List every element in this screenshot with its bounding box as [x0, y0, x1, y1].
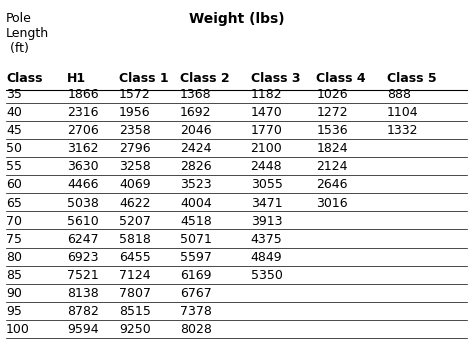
Text: 5597: 5597: [180, 251, 212, 264]
Text: 80: 80: [6, 251, 22, 264]
Text: 1026: 1026: [316, 88, 348, 101]
Text: 5350: 5350: [251, 269, 282, 282]
Text: 3162: 3162: [67, 142, 99, 155]
Text: 2826: 2826: [180, 160, 212, 173]
Text: Weight (lbs): Weight (lbs): [189, 12, 284, 26]
Text: 3471: 3471: [251, 197, 282, 210]
Text: 1572: 1572: [119, 88, 151, 101]
Text: 888: 888: [387, 88, 411, 101]
Text: 2100: 2100: [251, 142, 282, 155]
Text: Class: Class: [6, 72, 43, 85]
Text: 1470: 1470: [251, 106, 282, 119]
Text: 65: 65: [6, 197, 22, 210]
Text: 6923: 6923: [67, 251, 99, 264]
Text: 9594: 9594: [67, 323, 99, 336]
Text: 8028: 8028: [180, 323, 212, 336]
Text: 5038: 5038: [67, 197, 99, 210]
Text: 75: 75: [6, 233, 22, 246]
Text: 8515: 8515: [119, 305, 151, 318]
Text: 1104: 1104: [387, 106, 419, 119]
Text: 5610: 5610: [67, 215, 99, 228]
Text: 4849: 4849: [251, 251, 282, 264]
Text: 1332: 1332: [387, 124, 419, 137]
Text: H1: H1: [67, 72, 87, 85]
Text: 1692: 1692: [180, 106, 211, 119]
Text: 40: 40: [6, 106, 22, 119]
Text: 95: 95: [6, 305, 22, 318]
Text: 1272: 1272: [316, 106, 348, 119]
Text: 2358: 2358: [119, 124, 151, 137]
Text: 5207: 5207: [119, 215, 151, 228]
Text: 2706: 2706: [67, 124, 99, 137]
Text: 2046: 2046: [180, 124, 212, 137]
Text: 45: 45: [6, 124, 22, 137]
Text: 8782: 8782: [67, 305, 99, 318]
Text: 4004: 4004: [180, 197, 212, 210]
Text: 3016: 3016: [316, 197, 348, 210]
Text: 2316: 2316: [67, 106, 99, 119]
Text: 55: 55: [6, 160, 22, 173]
Text: 6455: 6455: [119, 251, 151, 264]
Text: 50: 50: [6, 142, 22, 155]
Text: 8138: 8138: [67, 287, 99, 300]
Text: 60: 60: [6, 178, 22, 191]
Text: 2796: 2796: [119, 142, 150, 155]
Text: 2124: 2124: [316, 160, 348, 173]
Text: 7378: 7378: [180, 305, 212, 318]
Text: 2646: 2646: [316, 178, 348, 191]
Text: 85: 85: [6, 269, 22, 282]
Text: 4466: 4466: [67, 178, 99, 191]
Text: 5071: 5071: [180, 233, 212, 246]
Text: 4069: 4069: [119, 178, 150, 191]
Text: 35: 35: [6, 88, 22, 101]
Text: 4375: 4375: [251, 233, 282, 246]
Text: 1770: 1770: [251, 124, 282, 137]
Text: 3913: 3913: [251, 215, 282, 228]
Text: 6767: 6767: [180, 287, 212, 300]
Text: 6247: 6247: [67, 233, 99, 246]
Text: 7124: 7124: [119, 269, 150, 282]
Text: 3258: 3258: [119, 160, 151, 173]
Text: 1536: 1536: [316, 124, 348, 137]
Text: 4518: 4518: [180, 215, 212, 228]
Text: 1866: 1866: [67, 88, 99, 101]
Text: Class 3: Class 3: [251, 72, 300, 85]
Text: Class 1: Class 1: [119, 72, 168, 85]
Text: 90: 90: [6, 287, 22, 300]
Text: 9250: 9250: [119, 323, 151, 336]
Text: 100: 100: [6, 323, 30, 336]
Text: 4622: 4622: [119, 197, 150, 210]
Text: 1368: 1368: [180, 88, 212, 101]
Text: Class 2: Class 2: [180, 72, 230, 85]
Text: 1182: 1182: [251, 88, 282, 101]
Text: 70: 70: [6, 215, 22, 228]
Text: 2448: 2448: [251, 160, 282, 173]
Text: 1824: 1824: [316, 142, 348, 155]
Text: 3630: 3630: [67, 160, 99, 173]
Text: Pole
Length
 (ft): Pole Length (ft): [6, 12, 49, 55]
Text: 3523: 3523: [180, 178, 212, 191]
Text: Class 4: Class 4: [316, 72, 366, 85]
Text: 1956: 1956: [119, 106, 150, 119]
Text: 2424: 2424: [180, 142, 211, 155]
Text: 5818: 5818: [119, 233, 151, 246]
Text: 3055: 3055: [251, 178, 282, 191]
Text: 6169: 6169: [180, 269, 211, 282]
Text: Class 5: Class 5: [387, 72, 437, 85]
Text: 7807: 7807: [119, 287, 151, 300]
Text: 7521: 7521: [67, 269, 99, 282]
